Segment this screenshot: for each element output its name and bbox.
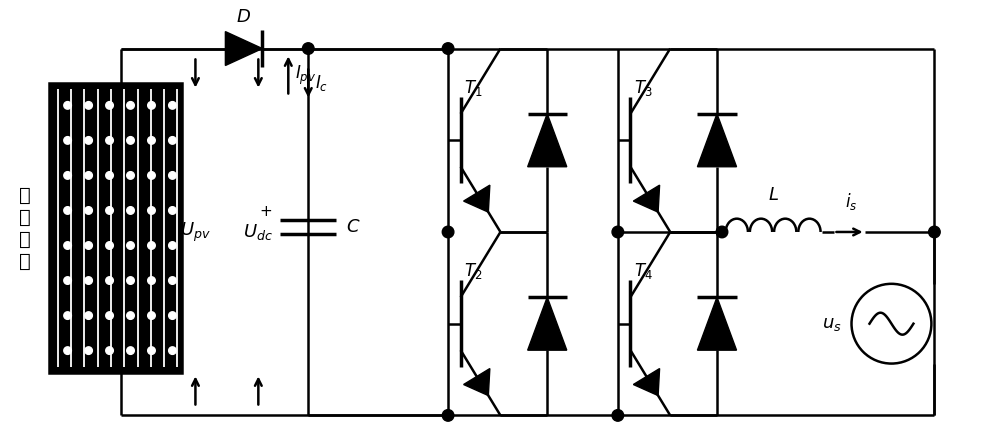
Polygon shape: [464, 185, 490, 212]
Polygon shape: [697, 297, 737, 350]
Circle shape: [127, 312, 134, 319]
Circle shape: [106, 207, 113, 214]
Circle shape: [64, 312, 71, 319]
Circle shape: [85, 312, 92, 319]
Circle shape: [127, 207, 134, 214]
Text: $D$: $D$: [236, 8, 251, 26]
Circle shape: [148, 137, 155, 144]
Circle shape: [612, 409, 624, 421]
Text: $T_{1}$: $T_{1}$: [464, 78, 483, 98]
Circle shape: [106, 347, 113, 354]
Circle shape: [442, 226, 454, 238]
Text: $u_s$: $u_s$: [822, 314, 842, 333]
Circle shape: [148, 312, 155, 319]
Circle shape: [64, 242, 71, 249]
Circle shape: [148, 347, 155, 354]
Circle shape: [169, 277, 176, 284]
Text: 光
伏
阵
列: 光 伏 阵 列: [19, 185, 31, 271]
Circle shape: [64, 102, 71, 109]
Circle shape: [169, 207, 176, 214]
Circle shape: [442, 409, 454, 421]
Polygon shape: [528, 297, 567, 350]
Circle shape: [127, 242, 134, 249]
Circle shape: [169, 102, 176, 109]
Text: $L$: $L$: [768, 186, 779, 204]
Circle shape: [612, 226, 624, 238]
Circle shape: [106, 277, 113, 284]
Circle shape: [127, 102, 134, 109]
Polygon shape: [633, 185, 660, 212]
Circle shape: [148, 207, 155, 214]
Circle shape: [169, 242, 176, 249]
Circle shape: [169, 172, 176, 179]
Circle shape: [127, 347, 134, 354]
Circle shape: [106, 137, 113, 144]
Circle shape: [64, 347, 71, 354]
Text: $i_s$: $i_s$: [845, 191, 858, 212]
Polygon shape: [464, 369, 490, 396]
Circle shape: [106, 242, 113, 249]
Circle shape: [64, 137, 71, 144]
Circle shape: [169, 312, 176, 319]
Circle shape: [148, 242, 155, 249]
Circle shape: [148, 102, 155, 109]
Circle shape: [85, 277, 92, 284]
Circle shape: [85, 102, 92, 109]
Circle shape: [302, 43, 314, 54]
Circle shape: [148, 172, 155, 179]
Text: $U_{pv}$: $U_{pv}$: [180, 220, 211, 244]
Circle shape: [127, 137, 134, 144]
Circle shape: [127, 172, 134, 179]
Circle shape: [106, 172, 113, 179]
Circle shape: [148, 277, 155, 284]
Text: $I_{pv}$: $I_{pv}$: [295, 64, 317, 87]
Polygon shape: [633, 369, 660, 396]
Text: $I_c$: $I_c$: [315, 73, 328, 94]
Circle shape: [169, 137, 176, 144]
Circle shape: [442, 43, 454, 54]
Circle shape: [85, 207, 92, 214]
Text: $T_{2}$: $T_{2}$: [464, 262, 483, 281]
Polygon shape: [225, 32, 262, 65]
Circle shape: [64, 277, 71, 284]
Circle shape: [85, 137, 92, 144]
Circle shape: [64, 207, 71, 214]
Polygon shape: [697, 114, 737, 167]
Circle shape: [85, 172, 92, 179]
Circle shape: [85, 242, 92, 249]
Text: $U_{dc}$: $U_{dc}$: [243, 222, 273, 242]
Text: $+$: $+$: [259, 204, 272, 219]
Circle shape: [716, 226, 728, 238]
Text: $C$: $C$: [346, 218, 361, 236]
Circle shape: [929, 226, 940, 238]
Circle shape: [106, 312, 113, 319]
Circle shape: [85, 347, 92, 354]
Circle shape: [106, 102, 113, 109]
Text: $T_{3}$: $T_{3}$: [634, 78, 653, 98]
Circle shape: [64, 172, 71, 179]
Polygon shape: [528, 114, 567, 167]
Text: $T_{4}$: $T_{4}$: [634, 262, 653, 281]
Circle shape: [127, 277, 134, 284]
Circle shape: [169, 347, 176, 354]
Bar: [49, 83, 182, 373]
